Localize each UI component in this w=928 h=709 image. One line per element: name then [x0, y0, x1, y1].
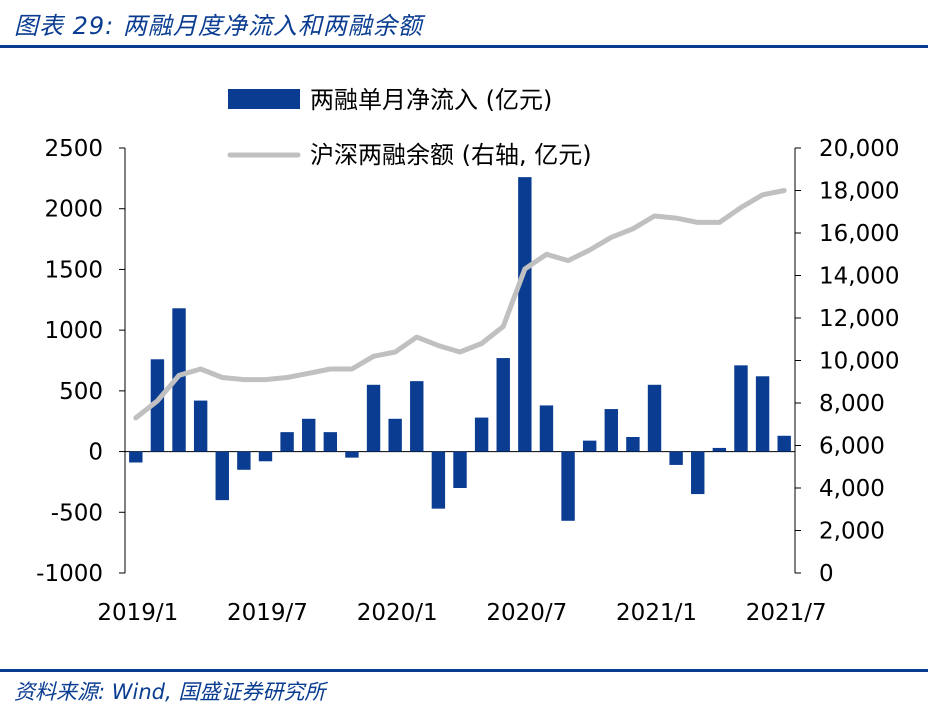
- bar: [388, 418, 402, 452]
- line-series: [133, 188, 787, 421]
- right-tick-label: 14,000: [819, 264, 899, 290]
- legend-bar-label: 两融单月净流入 (亿元): [310, 86, 552, 114]
- bar: [755, 376, 770, 452]
- x-tick-label: 2020/1: [357, 600, 438, 626]
- bar: [150, 359, 165, 452]
- x-tick-label: 2019/1: [97, 600, 178, 626]
- right-tick-label: 6,000: [819, 434, 885, 460]
- bar: [604, 409, 618, 452]
- legend-bar-swatch: [228, 89, 300, 109]
- bar: [280, 432, 294, 452]
- bar: [734, 365, 748, 452]
- right-tick-label: 0: [819, 561, 834, 587]
- x-tick-label: 2020/7: [486, 600, 567, 626]
- left-tick-label: -1000: [36, 561, 103, 587]
- bar: [258, 451, 273, 462]
- x-tick-label: 2021/7: [746, 600, 827, 626]
- bar: [474, 417, 489, 452]
- x-tick-label: 2021/1: [616, 600, 697, 626]
- bar: [129, 451, 143, 463]
- right-tick-label: 4,000: [819, 476, 885, 502]
- right-tick-label: 10,000: [819, 349, 899, 375]
- right-tick-label: 16,000: [819, 221, 899, 247]
- x-tick-label: 2019/7: [227, 600, 308, 626]
- bar: [215, 451, 229, 501]
- right-tick-label: 20,000: [819, 136, 899, 162]
- bar: [626, 437, 640, 452]
- bar: [237, 451, 251, 470]
- bar: [647, 384, 662, 452]
- source-note: 资料来源: Wind, 国盛证券研究所: [14, 680, 326, 704]
- bar: [410, 381, 424, 452]
- figure-title: 图表 29: 两融月度净流入和两融余额: [14, 12, 423, 40]
- bar: [582, 440, 597, 452]
- legend-line-label: 沪深两融余额 (右轴, 亿元): [310, 141, 592, 169]
- bar: [172, 308, 186, 452]
- bar: [366, 384, 381, 452]
- right-tick-label: 12,000: [819, 306, 899, 332]
- bar: [193, 400, 208, 452]
- bar: [777, 435, 791, 452]
- left-tick-label: 1000: [44, 318, 103, 344]
- bar: [669, 451, 683, 465]
- right-tick-label: 8,000: [819, 391, 885, 417]
- left-tick-label: 2000: [44, 197, 103, 223]
- bar: [431, 451, 446, 509]
- left-tick-label: 2500: [44, 136, 103, 162]
- bottom-rule: [0, 669, 928, 672]
- left-tick-label: 0: [88, 440, 103, 466]
- balance-line: [133, 188, 787, 421]
- bar: [691, 451, 705, 495]
- top-rule: [0, 45, 928, 48]
- bar: [302, 418, 316, 452]
- bar: [712, 447, 727, 452]
- bar: [539, 405, 554, 452]
- left-tick-label: -500: [51, 500, 103, 526]
- bar: [561, 451, 575, 521]
- bar: [518, 177, 532, 452]
- bar: [323, 432, 338, 452]
- axes: 2500 2000 1500 1000 500 0 -500 -1000 20,000 18,00…: [36, 136, 899, 626]
- bar-series: [129, 177, 791, 521]
- left-tick-label: 500: [59, 379, 103, 405]
- left-tick-label: 1500: [44, 257, 103, 283]
- bar: [345, 451, 359, 458]
- right-tick-label: 2,000: [819, 519, 885, 545]
- right-tick-label: 18,000: [819, 179, 899, 205]
- legend: 两融单月净流入 (亿元) 沪深两融余额 (右轴, 亿元): [227, 86, 592, 169]
- bar: [496, 358, 510, 452]
- bar: [453, 451, 467, 488]
